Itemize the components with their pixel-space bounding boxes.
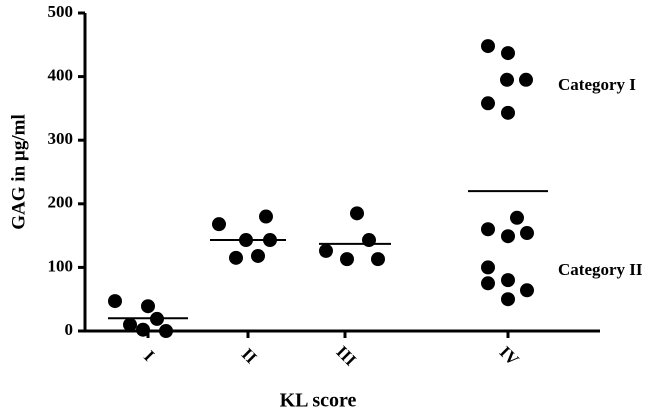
y-axis-label: GAG in µg/ml — [8, 114, 29, 229]
data-point — [123, 317, 137, 332]
data-point — [501, 273, 515, 288]
data-point — [481, 222, 495, 237]
data-point — [501, 105, 515, 120]
data-point — [371, 252, 385, 267]
data-point — [501, 292, 515, 307]
data-point — [501, 229, 515, 244]
data-point — [481, 276, 495, 291]
x-axis-label: KL score — [280, 390, 357, 412]
data-point — [520, 226, 534, 241]
data-point — [481, 96, 495, 111]
x-tick-label: IV — [496, 342, 523, 369]
data-point — [108, 294, 122, 309]
data-point — [259, 209, 273, 224]
data-point — [481, 39, 495, 54]
data-point — [501, 46, 515, 61]
data-point — [229, 250, 243, 265]
x-tick-label: II — [238, 344, 261, 367]
data-point — [319, 243, 333, 258]
data-point — [350, 206, 364, 221]
annotation: Category II — [558, 260, 643, 279]
data-point — [141, 299, 155, 314]
y-tick-label: 200 — [48, 193, 74, 212]
data-point — [212, 217, 226, 232]
y-tick-label: 100 — [48, 256, 74, 275]
annotation: Category I — [558, 75, 636, 94]
data-point — [510, 210, 524, 225]
y-tick-label: 400 — [48, 66, 74, 85]
data-point — [500, 72, 514, 87]
data-point — [520, 283, 534, 298]
x-tick-label: III — [332, 342, 360, 370]
data-point — [519, 72, 533, 87]
data-point — [340, 252, 354, 267]
data-point — [481, 260, 495, 275]
x-tick-label: I — [140, 347, 158, 365]
data-point — [159, 324, 173, 338]
data-point — [251, 248, 265, 263]
y-tick-label: 0 — [65, 320, 74, 339]
data-point — [362, 233, 376, 248]
y-tick-label: 500 — [48, 2, 74, 21]
y-tick-label: 300 — [48, 129, 74, 148]
data-point — [136, 322, 150, 337]
